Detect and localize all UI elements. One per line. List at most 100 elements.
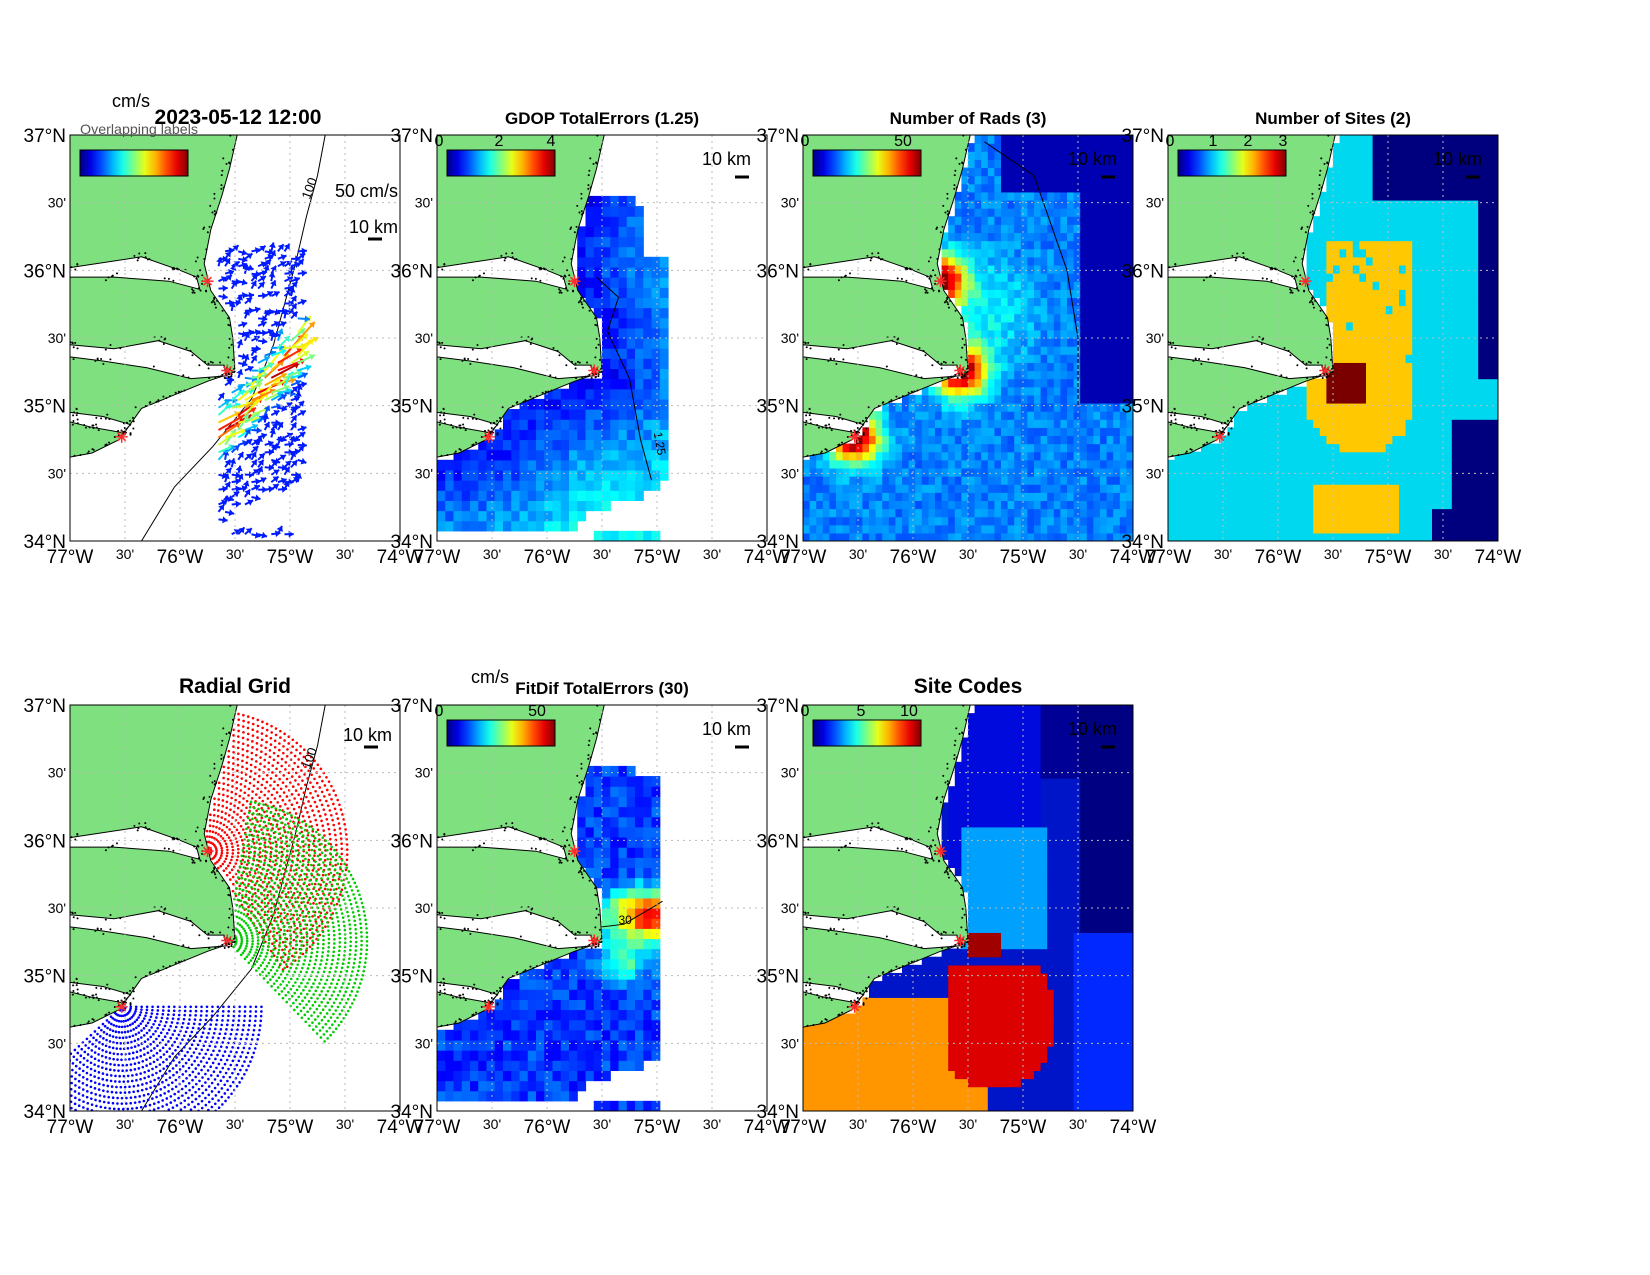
gdop-cell [602,409,611,420]
sites-cell [1339,329,1347,339]
rads-cell [948,256,956,266]
rads-cell [1113,476,1121,485]
sites-cell [1359,297,1367,307]
coast-dot [812,454,815,457]
rads-cell [974,516,982,526]
rads-cell [1001,346,1009,355]
sites-cell [1399,443,1407,453]
sites-cell [1399,273,1407,282]
rads-cell [1027,346,1035,355]
rads-cell [1060,354,1068,363]
gdop-cell [643,469,653,481]
rads-cell [1100,256,1108,266]
rads-cell [1027,394,1035,404]
sites-cell [1273,411,1281,420]
sites-cell [1339,500,1347,510]
sites-cell [1234,492,1242,501]
gdop-cell [453,449,463,461]
gdop-cell [536,490,545,501]
gdop-cell [593,469,603,481]
rads-cell [1040,386,1048,396]
sites-cell [1247,516,1255,526]
sites-cell [1484,451,1492,461]
sites-cell [1491,256,1498,266]
sites-cell [1366,435,1374,445]
rads-cell [1100,208,1108,217]
gdop-cell [503,469,512,481]
rads-cell [1100,159,1108,169]
coast-dot [562,277,565,280]
rads-cell [1119,362,1127,372]
sites-cell [1425,362,1433,372]
rads-cell [1073,370,1081,380]
sites-cell [1352,443,1360,453]
sites-cell [1412,378,1420,388]
sites-cell [1458,435,1466,445]
sites-cell [1399,313,1407,323]
coast-dot [155,400,158,403]
sites-cell [1214,516,1222,526]
rads-cell [1073,338,1081,347]
coast-dot [932,269,935,272]
rads-cell [1080,264,1088,274]
rads-cell [1007,199,1015,209]
sites-cell [1412,532,1420,541]
rads-cell [954,443,962,453]
sites-cell [1372,394,1380,404]
sites-cell [1227,532,1235,541]
sites-cell [1399,321,1407,331]
sites-cell [1267,492,1275,501]
rads-cell [1027,191,1035,201]
coast-dot [579,299,582,302]
rads-cell [1047,370,1055,380]
sites-cell [1385,394,1393,404]
rads-cell [1080,232,1088,242]
rads-cell [1093,175,1101,185]
rads-cell [809,492,817,501]
rads-cell [842,500,850,510]
rads-cell [981,232,989,242]
rads-cell [987,208,995,217]
marker-stroke [222,365,232,376]
sites-cell [1418,329,1426,339]
rads-cell [1119,143,1127,152]
sites-cell [1227,508,1235,518]
rads-cell [1007,411,1015,420]
sites-cell [1253,476,1261,485]
rads-cell [1027,305,1035,315]
sites-cell [1260,484,1268,493]
sites-cell [1333,516,1341,526]
gdop-cell [536,419,545,430]
rads-cell [1106,297,1114,307]
rads-cell [1086,427,1094,437]
coast-dot [945,299,948,302]
rads-cell [1060,476,1068,485]
gdop-cell [626,530,636,541]
sites-cell [1366,459,1374,469]
rads-cell [987,435,995,445]
rads-cell [816,459,824,469]
sites-cell [1445,370,1453,380]
sites-cell [1412,305,1420,315]
rads-cell [935,516,943,526]
gdop-cell [569,449,578,461]
gdop-cell [635,206,644,217]
rads-cell [1040,143,1048,152]
rads-cell [1014,191,1022,201]
rads-cell [1060,281,1068,290]
rads-cell [961,467,969,477]
sites-cell [1313,459,1321,469]
rads-cell [987,321,995,331]
sites-cell [1405,289,1413,298]
sites-cell [1465,532,1473,541]
rads-cell [968,402,976,412]
sites-cell [1194,451,1202,461]
sites-cell [1438,313,1446,323]
sites-cell [1168,476,1176,485]
rads-cell [987,459,995,469]
sites-cell [1333,313,1341,323]
coast-dot [950,375,953,378]
rads-cell [1119,402,1127,412]
sites-cell [1346,443,1354,453]
current-vector-head [255,344,261,352]
